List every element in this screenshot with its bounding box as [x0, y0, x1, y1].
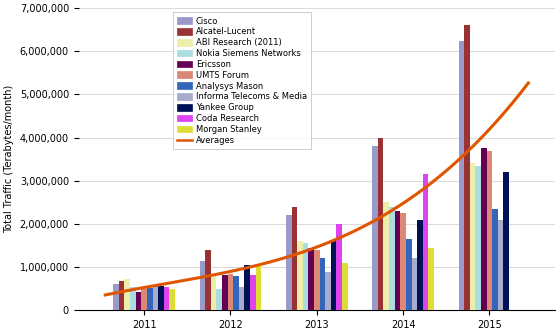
Bar: [342, 263, 348, 310]
Bar: [250, 275, 255, 310]
Bar: [400, 213, 406, 310]
Bar: [222, 275, 228, 310]
Bar: [141, 289, 147, 310]
Bar: [297, 241, 303, 310]
Bar: [147, 288, 153, 310]
Bar: [153, 286, 158, 310]
Bar: [119, 281, 125, 310]
Bar: [372, 146, 378, 310]
Bar: [286, 215, 291, 310]
Bar: [475, 166, 481, 310]
Bar: [406, 239, 411, 310]
Bar: [216, 289, 222, 310]
Bar: [125, 279, 130, 310]
Bar: [244, 265, 250, 310]
Bar: [325, 272, 331, 310]
Bar: [395, 211, 400, 310]
Bar: [314, 250, 320, 310]
Bar: [320, 259, 325, 310]
Bar: [458, 40, 464, 310]
Bar: [492, 209, 498, 310]
Y-axis label: Total Traffic (Terabytes/month): Total Traffic (Terabytes/month): [4, 85, 14, 233]
Bar: [113, 284, 119, 310]
Bar: [331, 241, 337, 310]
Bar: [136, 292, 141, 310]
Bar: [130, 287, 136, 310]
Bar: [417, 219, 423, 310]
Bar: [309, 247, 314, 310]
Bar: [233, 277, 239, 310]
Bar: [423, 174, 428, 310]
Bar: [464, 25, 470, 310]
Bar: [428, 247, 434, 310]
Bar: [164, 287, 169, 310]
Bar: [239, 287, 244, 310]
Bar: [378, 138, 383, 310]
Bar: [255, 265, 261, 310]
Bar: [303, 243, 309, 310]
Bar: [389, 207, 395, 310]
Bar: [228, 274, 233, 310]
Bar: [498, 219, 504, 310]
Bar: [205, 250, 211, 310]
Bar: [481, 148, 487, 310]
Bar: [200, 261, 205, 310]
Bar: [504, 172, 509, 310]
Bar: [470, 163, 475, 310]
Bar: [411, 259, 417, 310]
Bar: [337, 224, 342, 310]
Bar: [487, 151, 492, 310]
Bar: [291, 207, 297, 310]
Bar: [169, 289, 175, 310]
Bar: [383, 202, 389, 310]
Bar: [158, 286, 164, 310]
Bar: [211, 275, 216, 310]
Legend: Cisco, Alcatel-Lucent, ABI Research (2011), Nokia Siemens Networks, Ericsson, UM: Cisco, Alcatel-Lucent, ABI Research (201…: [173, 12, 311, 149]
